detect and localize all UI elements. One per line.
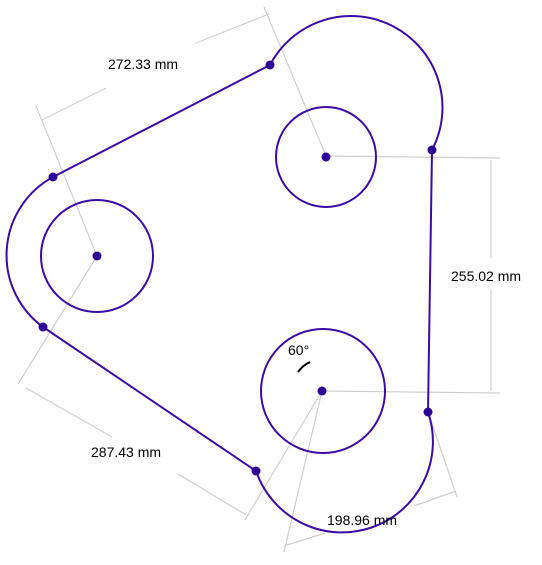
dimension-labels[interactable]: 272.33 mm 255.02 mm 287.43 mm 198.96 mm … [91, 56, 521, 528]
dim-bottom-right-line-b [413, 490, 457, 507]
sketch-profile[interactable] [5, 15, 444, 534]
dim-label-bottom-left[interactable]: 287.43 mm [91, 444, 161, 460]
sketch-points[interactable] [38, 60, 437, 476]
point-bottom-line-end[interactable] [251, 466, 261, 476]
angle-arc [297, 361, 311, 373]
point-center-left[interactable] [92, 251, 102, 261]
dim-top-left-witness-1 [35, 105, 98, 257]
point-center-bottom[interactable] [317, 386, 327, 396]
hole-top-right[interactable] [275, 106, 377, 208]
dim-label-angle[interactable]: 60° [288, 342, 309, 358]
dim-label-top-left[interactable]: 272.33 mm [108, 56, 178, 72]
dim-bottom-left-line-a [25, 387, 113, 438]
dim-bottom-left-witness-1 [17, 255, 98, 385]
dim-top-left-line-b [195, 13, 270, 44]
point-right-line-start[interactable] [427, 145, 437, 155]
dim-bottom-right-witness-2 [427, 411, 458, 498]
point-top-line-end[interactable] [265, 60, 275, 70]
dim-bottom-left-witness-2 [244, 390, 323, 521]
dim-right-witness-bottom [321, 390, 501, 394]
point-right-line-end[interactable] [423, 407, 433, 417]
hole-left[interactable] [40, 199, 154, 313]
point-center-top-right[interactable] [321, 152, 331, 162]
dim-bottom-right-witness-1 [283, 390, 323, 553]
dim-top-left-witness-2 [263, 6, 327, 157]
dim-label-right[interactable]: 255.02 mm [451, 268, 521, 284]
hole-bottom[interactable] [260, 328, 386, 454]
dim-bottom-left-line-b [177, 473, 247, 516]
dim-label-bottom-right[interactable]: 198.96 mm [327, 512, 397, 528]
dim-bottom-right-line-a [283, 532, 326, 547]
dimension-lines [17, 6, 501, 553]
point-bottom-line-start[interactable] [38, 322, 48, 332]
dim-top-left-line-a [41, 87, 107, 121]
outer-profile-path[interactable] [5, 15, 444, 534]
point-top-line-start[interactable] [48, 172, 58, 182]
dim-right-witness-top [325, 155, 501, 159]
